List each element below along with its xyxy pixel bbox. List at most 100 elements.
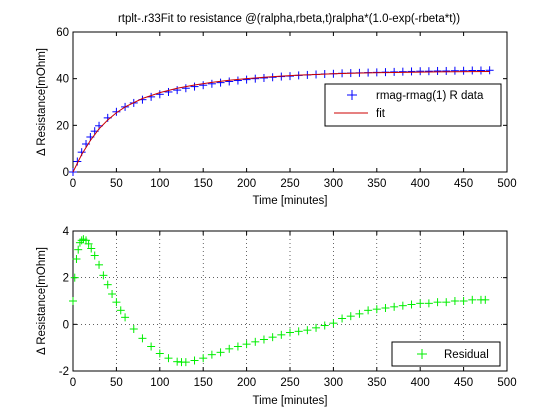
top-xtick-label: 500 [497,178,516,190]
bottom-xtick-label: 50 [110,377,123,389]
data-point-rmag-rmag-1-r-data [199,81,208,90]
top-xtick-label: 250 [280,178,299,190]
data-point-rmag-rmag-1-r-data [216,78,225,87]
data-point-rmag-rmag-1-r-data [390,67,399,76]
data-point-residual [320,321,329,330]
data-point-residual [242,340,251,349]
legend-label-data: rmag-rmag(1) R data [376,90,484,102]
data-point-residual [338,314,347,323]
data-point-rmag-rmag-1-r-data [155,90,164,99]
bottom-ytick-label: 0 [63,319,69,331]
legend-label-fit: fit [376,108,386,120]
top-xtick-label: 100 [150,178,169,190]
data-point-rmag-rmag-1-r-data [398,67,407,76]
data-point-residual [112,298,121,307]
legend-marker-residual [417,349,427,359]
data-point-residual [84,239,93,248]
data-point-residual [442,298,451,307]
data-point-residual [116,306,125,315]
data-point-residual [268,333,277,342]
data-point-residual [95,260,104,269]
top-legend-box [324,83,502,127]
top-chart-title: rtplt-.r33Fit to resistance @(ralpha,rbe… [118,13,460,25]
data-point-residual [450,297,459,305]
bottom-xtick-label: 250 [280,377,299,389]
data-point-residual [259,335,268,344]
data-point-residual [416,299,425,308]
data-point-residual [74,245,83,254]
data-point-residual [294,327,303,336]
data-point-residual [329,319,338,328]
data-point-residual [364,306,373,315]
data-point-rmag-rmag-1-r-data [190,82,199,91]
bottom-ytick-label: 4 [63,226,70,238]
data-point-residual [481,295,490,304]
data-point-residual [390,302,399,311]
data-point-residual [121,313,130,322]
top-xtick-label: 450 [454,178,473,190]
data-point-residual [190,356,199,365]
data-point-rmag-rmag-1-r-data [424,67,433,76]
legend-label-residual: Residual [444,349,489,361]
data-point-rmag-rmag-1-r-data [416,67,425,76]
data-point-rmag-rmag-1-r-data [242,75,251,84]
data-point-rmag-rmag-1-r-data [112,107,121,116]
bottom-xtick-label: 350 [367,377,386,389]
data-point-rmag-rmag-1-r-data [225,77,234,86]
bottom-xtick-label: 100 [150,377,169,389]
data-point-residual [286,328,294,337]
series-line-fit [72,71,490,173]
data-point-residual [147,342,156,351]
bottom-ytick-label: 2 [63,273,69,285]
data-point-rmag-rmag-1-r-data [468,66,477,75]
top-xtick-label: 300 [324,178,343,190]
legend-marker-data [347,90,357,100]
data-point-residual [381,304,390,312]
top-ylabel: Δ Resistance[mOhm] [36,48,48,156]
bottom-ytick-label: -2 [59,366,69,378]
bottom-ylabel: Δ Resistance[mOhm] [36,247,48,355]
data-point-residual [433,298,442,307]
data-point-residual [129,325,138,333]
bottom-xtick-label: 150 [194,377,213,389]
top-xtick-label: 200 [237,178,256,190]
data-point-residual [398,301,407,310]
bottom-legend: Residual [391,341,501,367]
data-point-residual [225,344,234,353]
top-xtick-label: 400 [411,178,430,190]
bottom-xtick-label: 200 [237,377,256,389]
data-point-rmag-rmag-1-r-data [173,86,182,95]
top-ytick-label: 0 [63,167,69,179]
bottom-xtick-label: 500 [497,377,516,389]
data-point-residual [72,255,81,263]
bottom-xtick-label: 0 [70,377,76,389]
data-point-residual [155,349,164,358]
data-point-residual [69,297,77,305]
data-point-residual [459,297,468,305]
data-point-rmag-rmag-1-r-data [207,79,216,88]
top-ytick-label: 20 [56,120,69,132]
data-point-residual [312,323,321,332]
top-xlabel: Time [minutes] [253,195,328,207]
data-point-residual [303,326,312,335]
bottom-xtick-label: 450 [454,377,473,389]
data-point-residual [87,244,96,253]
top-xtick-label: 350 [367,178,386,190]
data-point-residual [372,305,381,314]
data-point-residual [355,309,364,318]
data-point-rmag-rmag-1-r-data [459,66,468,75]
data-point-rmag-rmag-1-r-data [433,66,442,75]
data-point-rmag-rmag-1-r-data [164,87,173,96]
data-point-rmag-rmag-1-r-data [476,66,485,75]
data-point-rmag-rmag-1-r-data [450,66,459,75]
data-point-residual [70,273,79,282]
bottom-xlabel: Time [minutes] [253,395,328,407]
top-xtick-label: 0 [70,178,76,190]
data-point-rmag-rmag-1-r-data [442,66,451,75]
data-point-residual [346,312,355,321]
data-point-residual [424,299,433,308]
data-point-residual [99,271,108,280]
